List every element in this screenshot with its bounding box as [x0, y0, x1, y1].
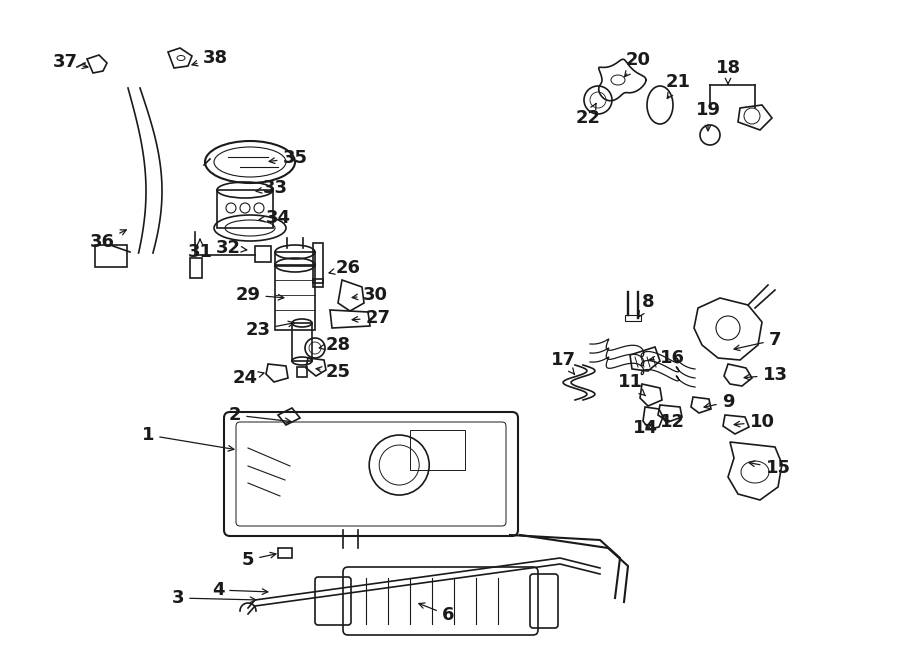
Text: 35: 35: [269, 149, 308, 167]
Text: 4: 4: [212, 581, 268, 599]
Text: 28: 28: [320, 336, 351, 354]
Text: 7: 7: [734, 331, 781, 350]
Text: 26: 26: [329, 259, 361, 277]
Bar: [275, 252, 315, 266]
Text: 23: 23: [246, 321, 294, 339]
Bar: [95, 245, 127, 267]
Text: 3: 3: [172, 589, 256, 607]
Text: 16: 16: [649, 349, 685, 367]
Bar: [190, 258, 202, 278]
Text: 27: 27: [352, 309, 391, 327]
Text: 12: 12: [660, 413, 685, 431]
Bar: [255, 246, 271, 262]
Text: 13: 13: [744, 366, 788, 384]
Text: 5: 5: [242, 551, 276, 569]
Text: 38: 38: [192, 49, 228, 67]
Text: 14: 14: [633, 419, 658, 437]
Text: 11: 11: [617, 373, 645, 396]
Text: 15: 15: [749, 459, 790, 477]
Text: 2: 2: [229, 406, 291, 424]
Bar: [410, 430, 465, 470]
Bar: [313, 243, 323, 283]
Text: 30: 30: [352, 286, 388, 304]
Bar: [313, 279, 323, 287]
Text: 19: 19: [696, 101, 721, 131]
Text: 29: 29: [236, 286, 284, 304]
Text: 20: 20: [625, 51, 651, 77]
Text: 31: 31: [187, 239, 212, 261]
Text: 9: 9: [704, 393, 734, 411]
Bar: [297, 367, 307, 377]
Bar: [217, 190, 273, 228]
Text: 33: 33: [256, 179, 287, 197]
Text: 36: 36: [89, 230, 126, 251]
Text: 22: 22: [575, 103, 600, 127]
Bar: [275, 265, 315, 330]
Text: 18: 18: [716, 59, 741, 84]
Text: 1: 1: [142, 426, 234, 451]
Bar: [292, 323, 312, 361]
Text: 24: 24: [232, 369, 264, 387]
Text: 32: 32: [215, 239, 247, 257]
Text: 25: 25: [316, 363, 350, 381]
Bar: [625, 315, 641, 321]
Bar: [278, 548, 292, 558]
Text: 21: 21: [665, 73, 690, 98]
Text: 17: 17: [551, 351, 575, 374]
Text: 8: 8: [639, 293, 654, 317]
Text: 34: 34: [259, 209, 291, 227]
Text: 37: 37: [52, 53, 88, 71]
Text: 10: 10: [734, 413, 775, 431]
Text: 6: 6: [418, 603, 454, 624]
